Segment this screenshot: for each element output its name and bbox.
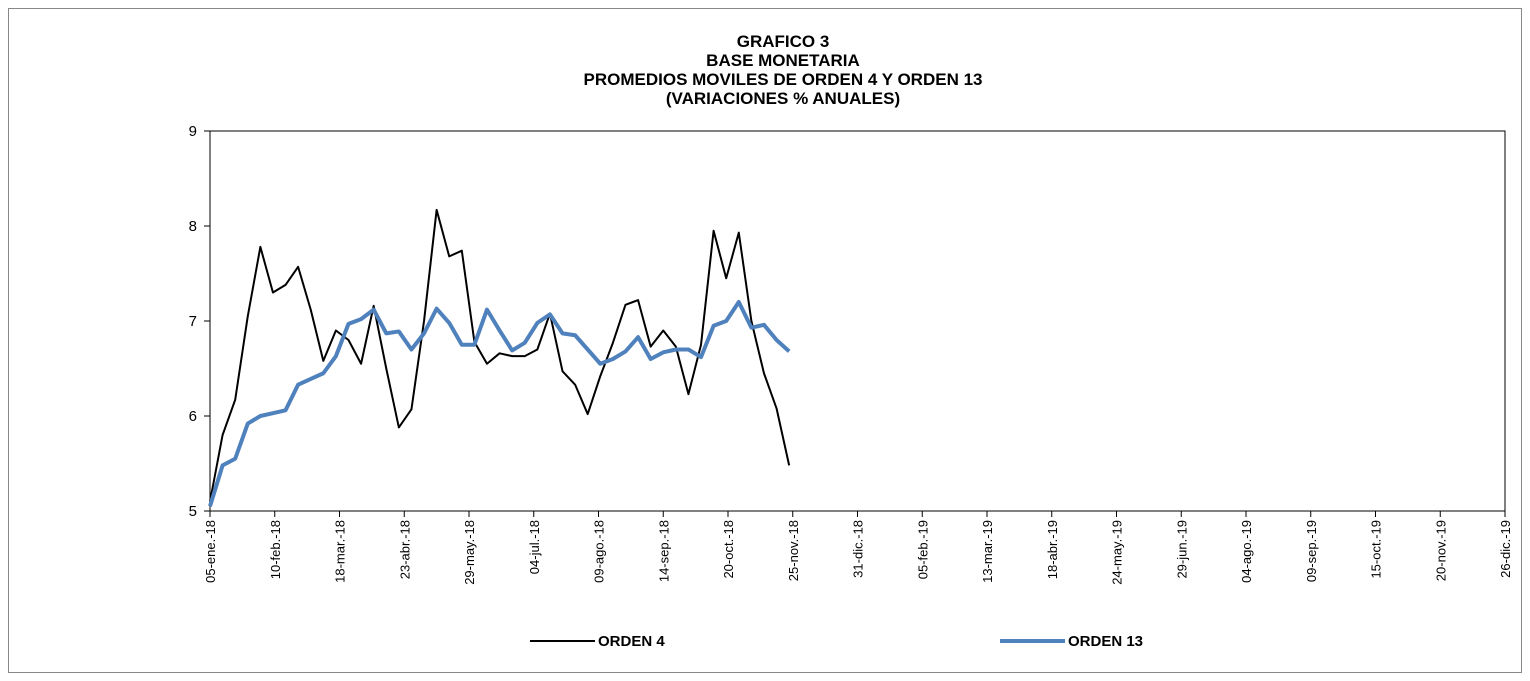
x-tick-label: 18-abr.-19 <box>1045 520 1060 579</box>
y-tick-label: 5 <box>189 503 197 520</box>
x-tick-label: 14-sep.-18 <box>656 520 671 582</box>
x-tick-label: 20-oct.-18 <box>721 520 736 579</box>
chart-frame <box>8 8 1522 673</box>
x-tick-label: 15-oct.-19 <box>1369 520 1384 579</box>
x-tick-label: 04-ago.-19 <box>1239 520 1254 583</box>
x-tick-label: 10-feb.-18 <box>268 520 283 579</box>
series-line <box>209 208 791 502</box>
x-tick-label: 05-feb.-19 <box>915 520 930 579</box>
x-tick-label: 09-ago.-18 <box>592 520 607 583</box>
y-tick-label: 7 <box>189 313 197 330</box>
x-tick-label: 24-may.-19 <box>1110 520 1125 585</box>
chart-title: GRAFICO 3 <box>737 32 830 51</box>
x-tick-label: 26-dic.-19 <box>1498 520 1513 578</box>
y-tick-label: 6 <box>189 408 197 425</box>
y-tick-label: 8 <box>189 218 197 235</box>
x-tick-label: 29-jun.-19 <box>1174 520 1189 579</box>
x-tick-label: 09-sep.-19 <box>1304 520 1319 582</box>
x-tick-label: 23-abr.-18 <box>397 520 412 579</box>
chart-title: (VARIACIONES % ANUALES) <box>666 89 900 108</box>
chart-title: BASE MONETARIA <box>706 51 860 70</box>
x-tick-label: 31-dic.-18 <box>851 520 866 578</box>
series-line <box>208 300 791 507</box>
y-tick-label: 9 <box>189 123 197 140</box>
x-tick-label: 25-nov.-18 <box>786 520 801 581</box>
x-tick-label: 18-mar.-18 <box>333 520 348 583</box>
x-tick-label: 13-mar.-19 <box>980 520 995 583</box>
legend-label: ORDEN 13 <box>1068 633 1143 650</box>
x-tick-label: 05-ene.-18 <box>203 520 218 583</box>
legend-label: ORDEN 4 <box>598 633 665 650</box>
x-tick-label: 04-jul.-18 <box>527 520 542 574</box>
x-tick-label: 29-may.-18 <box>462 520 477 585</box>
chart-title: PROMEDIOS MOVILES DE ORDEN 4 Y ORDEN 13 <box>584 70 983 89</box>
x-tick-label: 20-nov.-19 <box>1433 520 1448 581</box>
